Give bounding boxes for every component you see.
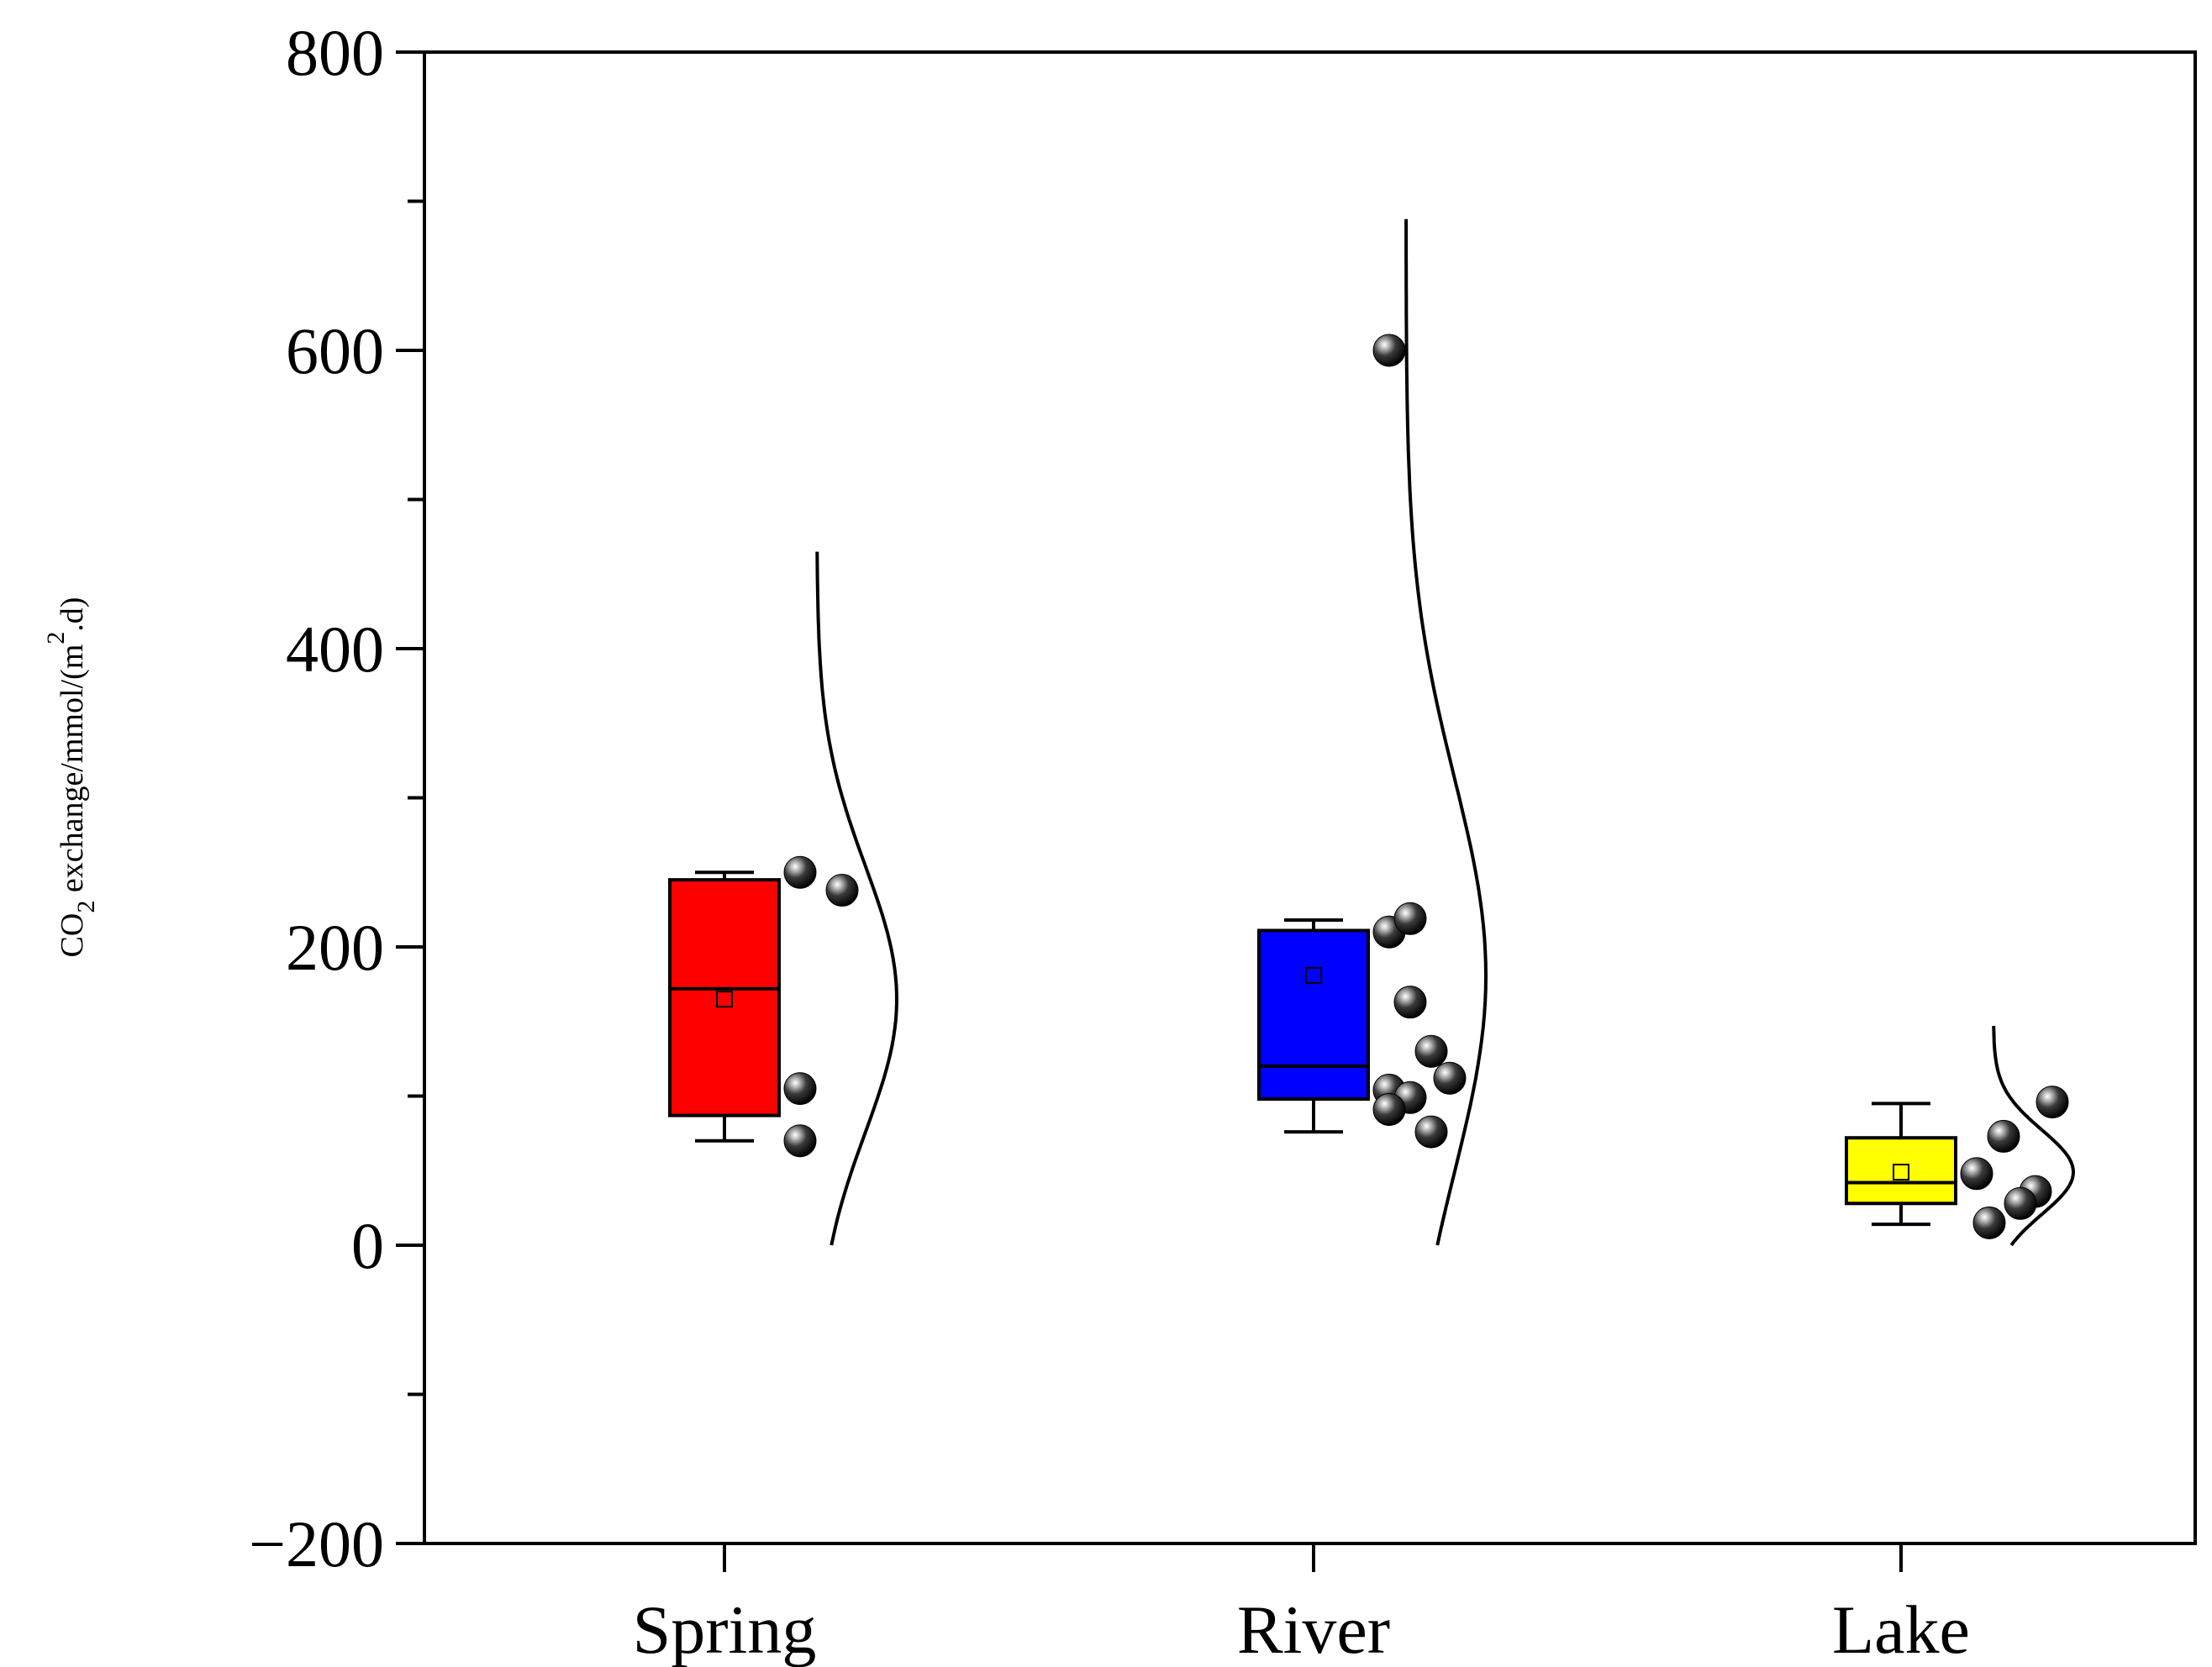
data-point — [1372, 1092, 1406, 1126]
y-label-part-1: CO — [55, 913, 90, 958]
y-axis-label: CO2 exchange/mmol/(m2.d) — [42, 597, 100, 958]
box-iqr — [668, 878, 781, 1117]
x-tick-label: Spring — [633, 1591, 817, 1667]
data-point — [783, 1124, 817, 1158]
y-tick-label: 400 — [286, 613, 384, 686]
y-tick-label: −200 — [249, 1507, 384, 1580]
y-label-part-3: .d) — [55, 597, 90, 632]
y-label-part-2: exchange/mmol/(m — [55, 644, 90, 901]
data-point — [1414, 1115, 1448, 1149]
box-iqr — [1257, 928, 1370, 1102]
y-label-subscript: 2 — [72, 901, 100, 913]
y-tick-label: 600 — [286, 314, 384, 387]
data-point — [1393, 902, 1427, 935]
plot-frame — [423, 50, 2197, 1545]
data-point — [1972, 1206, 2006, 1239]
data-point — [825, 874, 859, 907]
y-tick-label: 800 — [286, 16, 384, 89]
density-curve-spring — [815, 551, 899, 1246]
mean-marker — [1305, 966, 1322, 984]
box-lake — [1845, 1102, 1957, 1227]
y-tick-label: 0 — [351, 1209, 384, 1282]
data-point — [1393, 986, 1427, 1019]
data-point — [2036, 1086, 2069, 1119]
x-tick-label: River — [1237, 1591, 1390, 1667]
data-point — [1433, 1061, 1467, 1095]
density-curve-river — [1404, 218, 1488, 1246]
data-point — [1987, 1119, 2020, 1153]
mean-marker — [716, 991, 733, 1008]
data-point — [1960, 1157, 1993, 1191]
y-tick-label: 200 — [286, 911, 384, 984]
data-point — [783, 855, 817, 889]
box-river — [1257, 918, 1370, 1134]
box-spring — [668, 870, 781, 1143]
data-point — [783, 1072, 817, 1106]
data-point — [1414, 1034, 1448, 1068]
x-tick-label: Lake — [1832, 1591, 1970, 1667]
mean-marker — [1893, 1164, 1909, 1181]
data-point — [2004, 1186, 2037, 1220]
data-point — [1372, 334, 1406, 367]
y-label-superscript: 2 — [42, 632, 70, 644]
density-curve-lake — [1992, 1026, 2076, 1247]
box-iqr — [1845, 1136, 1957, 1206]
